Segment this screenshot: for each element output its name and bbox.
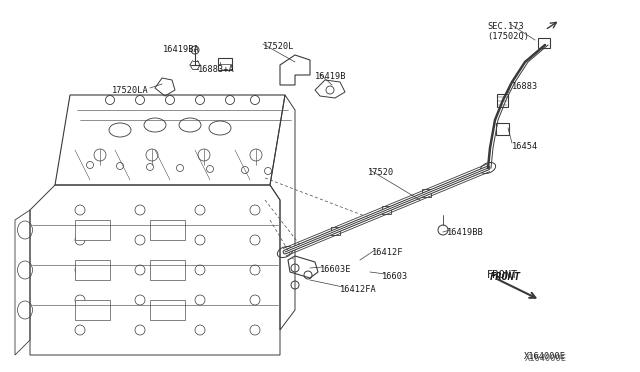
Text: 16419B: 16419B (315, 72, 346, 81)
Bar (381, 206, 390, 214)
Text: 16883: 16883 (512, 82, 538, 91)
Text: 16603E: 16603E (320, 265, 351, 274)
Bar (538, 38, 550, 48)
Text: 16603: 16603 (382, 272, 408, 281)
Bar (75, 220, 110, 240)
Bar (422, 189, 431, 197)
Bar (150, 260, 185, 280)
Text: 16454: 16454 (512, 142, 538, 151)
Text: 16419BA: 16419BA (163, 45, 200, 54)
Text: 17520: 17520 (368, 168, 394, 177)
Bar (496, 123, 509, 135)
Text: SEC.173: SEC.173 (487, 22, 524, 31)
Text: FRONT: FRONT (487, 270, 518, 280)
Bar (150, 300, 185, 320)
Text: 17520L: 17520L (263, 42, 294, 51)
Text: 16412FA: 16412FA (340, 285, 377, 294)
Text: FRONT: FRONT (490, 272, 521, 282)
Text: (17502Q): (17502Q) (487, 32, 529, 41)
Text: 17520LA: 17520LA (112, 86, 148, 95)
Bar (75, 260, 110, 280)
Text: 16883+A: 16883+A (198, 65, 235, 74)
Text: 16419BB: 16419BB (447, 228, 484, 237)
Bar (218, 58, 232, 70)
Text: X164000E: X164000E (525, 354, 567, 363)
Bar (331, 227, 340, 235)
Text: X164000E: X164000E (524, 352, 566, 361)
Bar (497, 94, 508, 107)
Text: 16412F: 16412F (372, 248, 403, 257)
Bar (75, 300, 110, 320)
Bar (150, 220, 185, 240)
